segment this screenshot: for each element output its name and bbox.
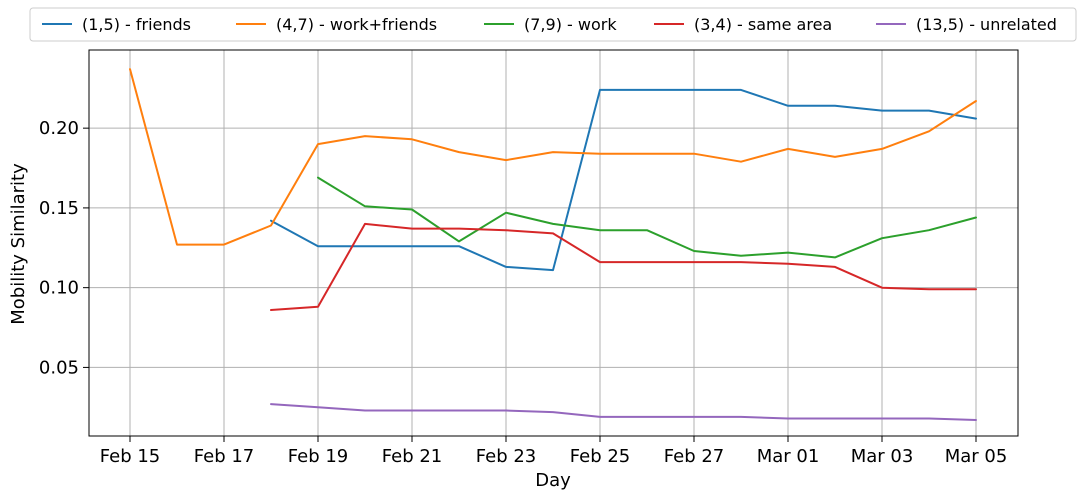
legend-label: (1,5) - friends [82,15,191,34]
x-tick-label: Feb 15 [100,446,161,467]
y-tick-label: 0.15 [39,198,79,219]
x-tick-label: Mar 01 [757,446,820,467]
x-tick-label: Feb 19 [288,446,349,467]
x-tick-label: Feb 17 [194,446,255,467]
x-tick-label: Mar 05 [945,446,1008,467]
x-axis-label: Day [535,470,571,491]
legend-items: (1,5) - friends (4,7) - work+friends (7,9)… [42,15,1057,34]
legend-label: (13,5) - unrelated [916,15,1057,34]
y-axis-label: Mobility Similarity [8,163,29,325]
x-tick-label: Feb 23 [476,446,537,467]
series-line [270,88,977,272]
y-tick-label: 0.10 [39,278,79,299]
x-axis-ticks: Feb 15 Feb 17 Feb 19 Feb 21 Feb 23 Feb 25 Feb … [100,436,1008,467]
y-axis-ticks: 0.05 0.10 0.15 0.20 [39,118,89,378]
legend-label: (3,4) - same area [694,15,832,34]
grid [89,50,1018,436]
x-tick-label: Feb 27 [664,446,725,467]
series-line [129,68,977,246]
legend-box [29,7,1077,42]
series-line [270,222,977,311]
x-tick-label: Mar 03 [851,446,914,467]
plot-lines [129,68,977,421]
series-line [270,403,977,421]
y-tick-label: 0.05 [39,357,79,378]
plot-frame [88,49,1019,437]
legend-label: (4,7) - work+friends [276,15,437,34]
x-tick-label: Feb 25 [570,446,631,467]
legend-label: (7,9) - work [524,15,617,34]
y-tick-label: 0.20 [39,118,79,139]
x-tick-label: Feb 21 [382,446,443,467]
series-line [317,176,977,259]
legend: (1,5) - friends (4,7) - work+friends (7,9)… [29,7,1077,42]
